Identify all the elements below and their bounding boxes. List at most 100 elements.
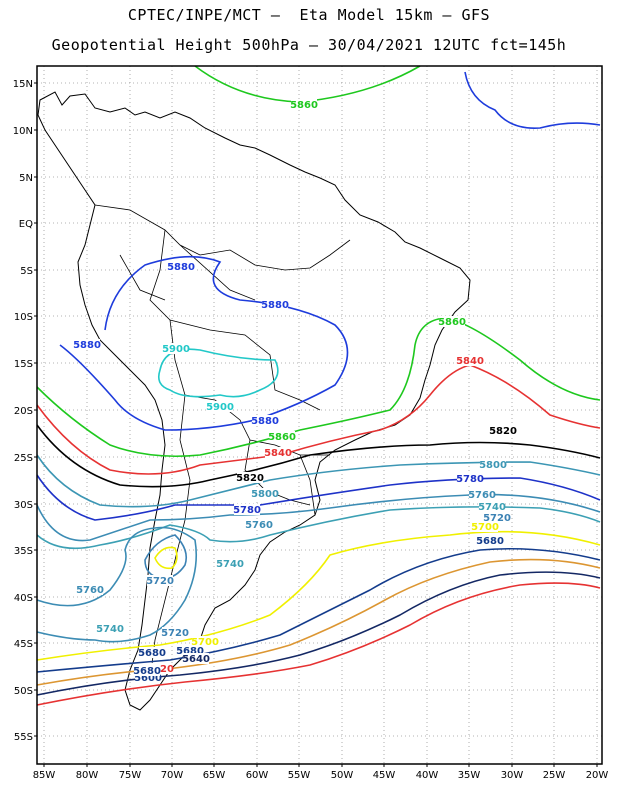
contour-label-bg [246,519,272,530]
contour-label-bg [252,488,278,499]
longitude-label: 35W [458,770,481,781]
latitude-label: 5S [20,266,33,277]
latitude-label: 15N [13,79,33,90]
contour-labels: 5860 5880 5880 5880 5900 5900 5880 5860 5860 5840… [73,99,517,684]
longitude-label: 20W [586,770,609,781]
contour-label-bg [291,99,317,110]
longitude-label: 45W [373,770,396,781]
contour-label-bg [77,584,103,595]
longitude-label: 65W [203,770,226,781]
contour-label: 5800 [479,460,507,471]
contour-5740 [36,506,601,550]
contour-label-bg [207,401,233,412]
longitude-label: 25W [543,770,566,781]
contour-label: 5780 [233,505,261,516]
contour-label-bg [74,339,100,350]
contour-5900 [157,348,279,398]
contour-label: 5680 [138,648,166,659]
contour-label-bg [484,512,510,523]
contour-label: 5640 [182,654,210,665]
contour-label-bg [97,623,123,634]
longitude-label: 50W [331,770,354,781]
longitude-label: 30W [501,770,524,781]
contour-label: 5900 [162,344,190,355]
longitude-label: 55W [288,770,311,781]
coastline [37,91,471,711]
longitude-label: 70W [161,770,184,781]
contour-label-bg [162,627,188,638]
longitude-label: 80W [76,770,99,781]
contour-label: 5820 [236,473,264,484]
contour-label-bg [192,636,218,647]
contour-label: 5820 [489,426,517,437]
contour-label: 5780 [456,474,484,485]
contour-label: 5740 [96,624,124,635]
contour-label: 5700 [191,637,219,648]
contour-label-bg [477,535,503,546]
country-borders [94,204,351,681]
latitude-label: EQ [19,219,33,230]
latitude-label: 20S [14,406,33,417]
latitude-label: 50S [14,686,33,697]
contour-label: 5760 [245,520,273,531]
contour-label-bg [265,447,291,458]
contour-5700-low [154,546,178,570]
title-line-1: CPTEC/INPE/MCT – Eta Model 15km – GFS [127,6,491,24]
longitude-label: 75W [119,770,142,781]
contour-label: 5600 [134,673,162,684]
contour-label: 5860 [438,317,466,328]
contour-label: 5700 [471,522,499,533]
contour-5860-main [36,317,601,458]
latitude-label: 45S [14,639,33,650]
contour-5620 [36,582,601,706]
contour-5820 [36,424,601,488]
contour-label-bg [479,501,505,512]
contour-5760-outer [36,526,198,643]
longitude-label: 40W [416,770,439,781]
south-america-coast [37,91,471,711]
contour-label-bg [480,459,506,470]
latitude-label: 40S [14,593,33,604]
contour-label-bg [262,299,288,310]
contour-label-bg [490,425,516,436]
contour-label-bg [457,355,483,366]
contour-5660 [36,558,601,686]
contour-label: 5740 [216,559,244,570]
latitude-label: 25S [14,453,33,464]
contour-label: 5880 [167,262,195,273]
contour-label: 5680 [176,646,204,657]
contour-label-bg [183,653,209,664]
height-contours [36,65,601,706]
contour-label: 5720 [146,576,174,587]
contour-label-bg [469,489,495,500]
contour-label: 5860 [290,100,318,111]
contour-label-bg [147,575,173,586]
longitude-label: 85W [33,770,56,781]
latitude-label: 35S [14,546,33,557]
contour-label: 5840 [264,448,292,459]
latitude-label: 30S [14,500,33,511]
contour-label: 5680 [476,536,504,547]
contour-label: 5720 [483,513,511,524]
latitude-label: 55S [14,732,33,743]
contour-5800 [36,454,601,508]
longitude-label: 60W [246,770,269,781]
contour-label: 5800 [251,489,279,500]
contour-label: 5760 [468,490,496,501]
contour-label-bg [177,645,203,656]
contour-label-bg [168,261,194,272]
longitude-labels: 85W 80W 75W 70W 65W 60W 55W 50W 45W 40W 35W 30W 25W 2… [33,764,609,781]
latitude-label: 5N [19,173,33,184]
latitude-label: 10N [13,126,33,137]
contour-label: 5740 [478,502,506,513]
contour-5780 [36,474,601,521]
contour-label-bg [163,343,189,354]
contour-5860-north [194,65,421,103]
contour-label-bg [237,472,263,483]
contour-label: 5720 [161,628,189,639]
contour-label: 5880 [261,300,289,311]
contour-label-bg [439,316,465,327]
contour-label-bg [234,504,260,515]
latitude-label: 10S [14,312,33,323]
